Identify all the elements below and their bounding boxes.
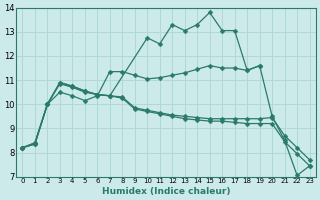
X-axis label: Humidex (Indice chaleur): Humidex (Indice chaleur): [102, 187, 230, 196]
